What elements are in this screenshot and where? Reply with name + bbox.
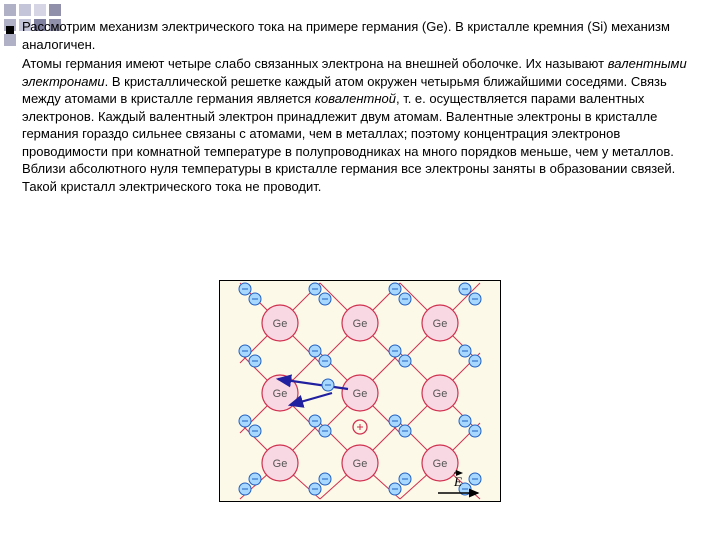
- body-text: Рассмотрим механизм электрического тока …: [22, 18, 708, 197]
- paragraph-1: Рассмотрим механизм электрического тока …: [22, 18, 708, 53]
- ge-lattice-diagram: Ge Ge Ge Ge Ge Ge Ge Ge Ge E: [219, 280, 501, 502]
- atom-label: Ge: [273, 318, 288, 330]
- atom-label: Ge: [273, 458, 288, 470]
- atom-label: Ge: [433, 458, 448, 470]
- atom-label: Ge: [433, 388, 448, 400]
- atom-label: Ge: [353, 458, 368, 470]
- term-covalent: ковалентной: [315, 91, 396, 106]
- bullet-marker: [6, 26, 14, 34]
- p1-text: Рассмотрим механизм электрического тока …: [22, 19, 670, 52]
- diagram-container: Ge Ge Ge Ge Ge Ge Ge Ge Ge E: [0, 280, 720, 507]
- deco-square: [4, 4, 16, 16]
- atom-label: Ge: [433, 318, 448, 330]
- p2-a: Атомы германия имеют четыре слабо связан…: [22, 56, 608, 71]
- deco-square: [49, 4, 61, 16]
- paragraph-2: Атомы германия имеют четыре слабо связан…: [22, 55, 708, 195]
- p2-e: , т. е. осуществляется парами валентных …: [22, 91, 675, 194]
- deco-square: [4, 34, 16, 46]
- field-label: E: [453, 474, 462, 489]
- deco-square: [34, 4, 46, 16]
- deco-square: [19, 4, 31, 16]
- atom-label: Ge: [353, 388, 368, 400]
- atom-label: Ge: [353, 318, 368, 330]
- atom-label: Ge: [273, 388, 288, 400]
